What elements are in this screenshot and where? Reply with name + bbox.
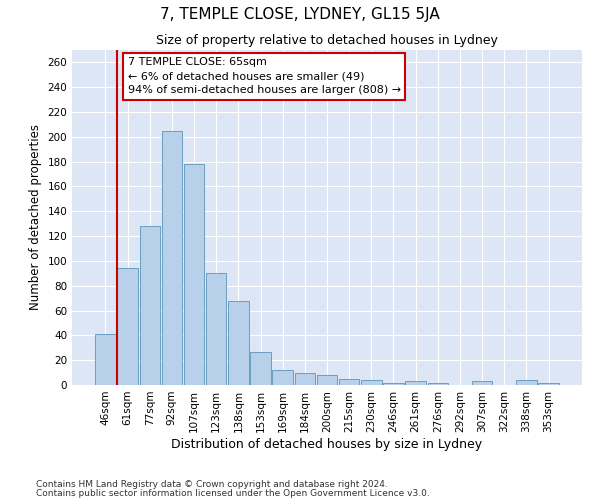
- Bar: [516, 380, 536, 385]
- Text: 7, TEMPLE CLOSE, LYDNEY, GL15 5JA: 7, TEMPLE CLOSE, LYDNEY, GL15 5JA: [160, 8, 440, 22]
- Title: Size of property relative to detached houses in Lydney: Size of property relative to detached ho…: [156, 34, 498, 48]
- Bar: [538, 382, 559, 385]
- Bar: [206, 274, 226, 385]
- Bar: [383, 382, 404, 385]
- Y-axis label: Number of detached properties: Number of detached properties: [29, 124, 42, 310]
- Bar: [140, 226, 160, 385]
- Bar: [406, 382, 426, 385]
- Bar: [339, 379, 359, 385]
- Bar: [95, 334, 116, 385]
- Bar: [184, 164, 204, 385]
- X-axis label: Distribution of detached houses by size in Lydney: Distribution of detached houses by size …: [172, 438, 482, 450]
- Bar: [118, 268, 138, 385]
- Bar: [250, 352, 271, 385]
- Text: 7 TEMPLE CLOSE: 65sqm
← 6% of detached houses are smaller (49)
94% of semi-detac: 7 TEMPLE CLOSE: 65sqm ← 6% of detached h…: [128, 58, 401, 96]
- Text: Contains public sector information licensed under the Open Government Licence v3: Contains public sector information licen…: [36, 488, 430, 498]
- Bar: [161, 130, 182, 385]
- Bar: [272, 370, 293, 385]
- Bar: [295, 372, 315, 385]
- Bar: [361, 380, 382, 385]
- Bar: [428, 382, 448, 385]
- Text: Contains HM Land Registry data © Crown copyright and database right 2024.: Contains HM Land Registry data © Crown c…: [36, 480, 388, 489]
- Bar: [228, 300, 248, 385]
- Bar: [317, 375, 337, 385]
- Bar: [472, 382, 493, 385]
